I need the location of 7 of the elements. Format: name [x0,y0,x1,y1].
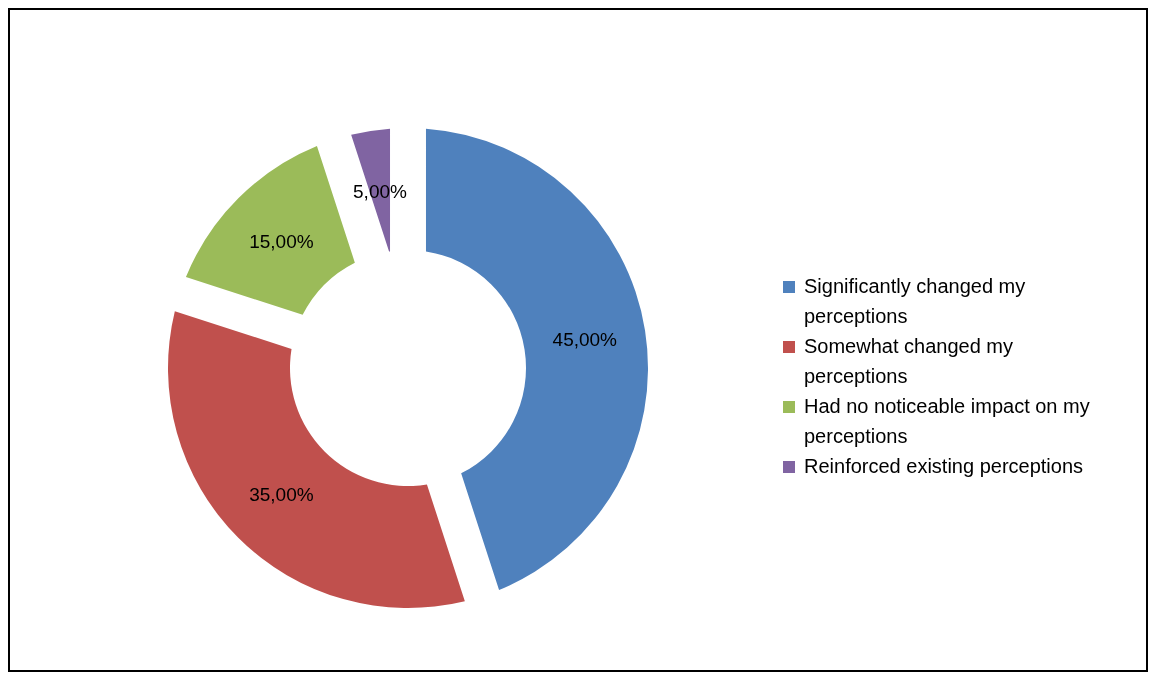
legend-label: Significantly changed my perceptions [804,275,1026,327]
legend-label: Reinforced existing perceptions [804,455,1084,477]
data-label: 45,00% [552,329,618,351]
data-label: 15,00% [249,230,314,252]
legend-label: Somewhat changed my perceptions [804,335,1014,387]
data-label: 35,00% [249,484,314,506]
legend-label: Had no noticeable impact on my perceptions [804,395,1090,447]
